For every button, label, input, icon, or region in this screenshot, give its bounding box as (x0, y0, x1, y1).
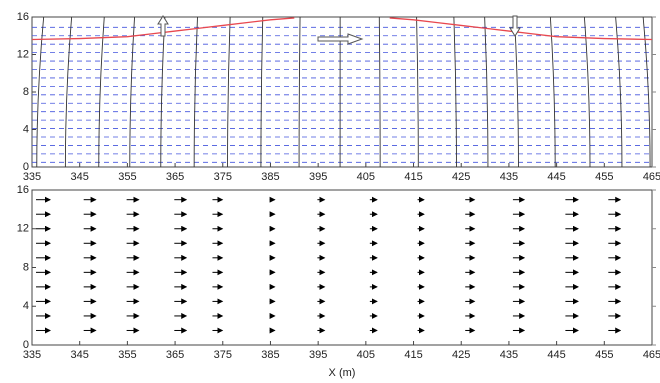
x-tick-label: 425 (452, 171, 470, 183)
x-tick-label: 415 (404, 349, 422, 361)
equipotential (36, 16, 45, 168)
water-table (31, 17, 653, 41)
y-tick-label: 12 (17, 223, 29, 235)
up-arrow (157, 15, 169, 37)
x-tick-label: 435 (500, 171, 518, 183)
equipotential (260, 16, 264, 168)
x-tick-label: 385 (261, 349, 279, 361)
x-tick-label: 335 (23, 349, 41, 361)
y-tick-label: 4 (23, 300, 29, 312)
equipotential (514, 16, 519, 168)
x-axis-label: X (m) (329, 367, 356, 379)
x-tick-label: 455 (595, 171, 613, 183)
x-tick-label: 385 (261, 171, 279, 183)
x-tick-label: 435 (500, 349, 518, 361)
x-tick-label: 445 (547, 349, 565, 361)
right-arrow (317, 33, 364, 45)
x-tick-label: 335 (23, 171, 41, 183)
x-tick-label: 465 (643, 171, 660, 183)
x-tick-label: 365 (166, 171, 184, 183)
down-arrow (509, 15, 521, 37)
equipotential (549, 16, 556, 168)
equipotential (416, 16, 419, 168)
equipotential (642, 16, 651, 168)
x-tick-label: 375 (214, 349, 232, 361)
equipotential (615, 16, 623, 168)
equipotential (193, 16, 198, 168)
x-tick-label: 355 (118, 349, 136, 361)
equipotential (484, 16, 489, 168)
equipotential (583, 16, 591, 168)
x-tick-label: 445 (547, 171, 565, 183)
equipotential (378, 16, 381, 168)
y-tick-label: 0 (23, 339, 29, 351)
x-tick-label: 455 (595, 349, 613, 361)
equipotential (98, 16, 105, 168)
y-tick-label: 12 (17, 48, 29, 60)
x-tick-label: 405 (357, 349, 375, 361)
x-tick-label: 355 (118, 171, 136, 183)
x-tick-label: 395 (309, 349, 327, 361)
x-tick-label: 425 (452, 349, 470, 361)
flow-arrows (157, 15, 521, 45)
y-tick-label: 8 (23, 86, 29, 98)
y-tick-label: 4 (23, 123, 29, 135)
x-tick-label: 405 (357, 171, 375, 183)
equipotential (227, 16, 231, 168)
x-tick-label: 395 (309, 171, 327, 183)
plot-frame (31, 189, 653, 346)
x-tick-label: 345 (71, 171, 89, 183)
y-tick-label: 16 (17, 11, 29, 23)
equipotential (129, 16, 136, 168)
equipotential (298, 16, 301, 168)
equipotential (64, 16, 73, 168)
equipotential (160, 16, 166, 168)
x-tick-label: 465 (643, 349, 660, 361)
y-tick-label: 8 (23, 261, 29, 273)
equipotential (453, 16, 457, 168)
x-tick-label: 415 (404, 171, 422, 183)
x-tick-label: 345 (71, 349, 89, 361)
x-tick-label: 365 (166, 349, 184, 361)
y-tick-label: 16 (17, 184, 29, 196)
x-tick-label: 375 (214, 171, 232, 183)
y-tick-label: 0 (23, 161, 29, 173)
